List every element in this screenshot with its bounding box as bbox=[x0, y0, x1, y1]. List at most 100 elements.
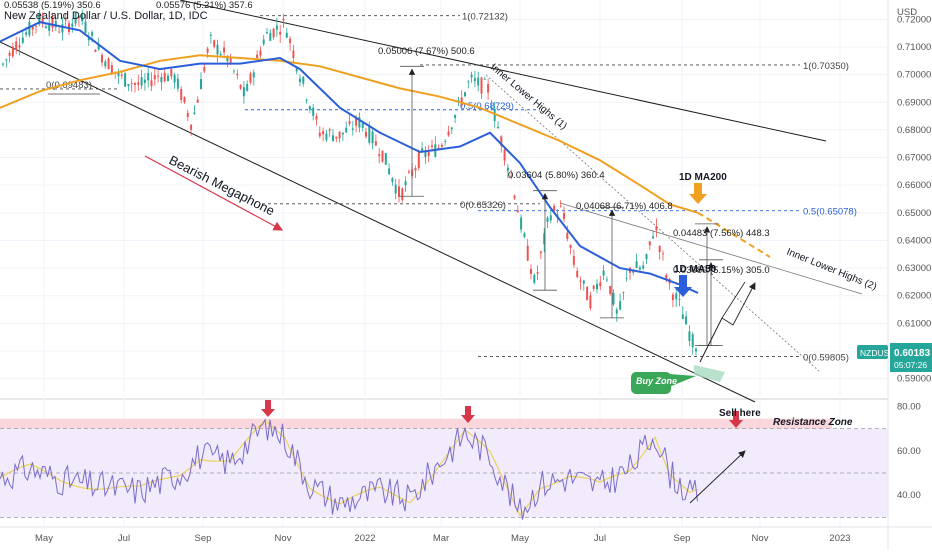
candle-body bbox=[94, 49, 97, 52]
candle-body bbox=[381, 150, 384, 162]
candle-body bbox=[84, 21, 87, 33]
time-tick-label: May bbox=[511, 533, 529, 544]
candle-body bbox=[566, 232, 569, 239]
price-tick-label: 0.68000 bbox=[897, 125, 931, 136]
price-tick-label: 0.71000 bbox=[897, 42, 931, 53]
time-tick-label: Mar bbox=[433, 533, 449, 544]
candle-body bbox=[533, 274, 536, 283]
candle-body bbox=[209, 34, 212, 36]
candle-body bbox=[54, 20, 57, 28]
candle-body bbox=[236, 73, 239, 76]
candle-body bbox=[61, 24, 64, 33]
candle-body bbox=[520, 217, 523, 230]
candle-body bbox=[549, 215, 552, 221]
time-tick-label: Nov bbox=[275, 533, 292, 544]
candle-body bbox=[619, 301, 622, 310]
last-price-symbol-box bbox=[857, 345, 888, 359]
rsi-tick-label: 40.00 bbox=[897, 490, 921, 501]
move-label: 0.05006 (7.67%) 500.6 bbox=[378, 46, 475, 57]
last-price-tag[interactable]: NZDUSD 0.60183 05:07:26 bbox=[857, 343, 932, 372]
candle-body bbox=[176, 78, 179, 89]
candle-body bbox=[295, 67, 298, 72]
megaphone-lower-line bbox=[0, 41, 756, 403]
candle-body bbox=[120, 74, 123, 76]
move-label: 0.04483 (7.56%) 448.3 bbox=[673, 228, 770, 239]
candle-body bbox=[579, 280, 582, 282]
candle-body bbox=[665, 275, 668, 279]
candle-body bbox=[219, 53, 222, 56]
candle-body bbox=[328, 129, 331, 131]
candle-body bbox=[543, 233, 546, 245]
sell-here-label: Sell here bbox=[719, 408, 761, 419]
candle-body bbox=[272, 28, 275, 38]
fib-level-label: 0(0.59805) bbox=[803, 352, 849, 363]
candle-body bbox=[127, 84, 130, 87]
axes: 0.72000 0.71000 0.70000 0.69000 0.68000 0.670… bbox=[35, 14, 931, 544]
candle-body bbox=[582, 280, 585, 284]
candle-body bbox=[447, 131, 450, 136]
candle-body bbox=[431, 145, 433, 147]
move-label: 0.03604 (5.80%) 360.4 bbox=[508, 170, 605, 181]
price-tick-label: 0.63000 bbox=[897, 263, 931, 274]
candle-body bbox=[285, 32, 288, 38]
candle-body bbox=[2, 63, 4, 65]
last-price-symbol: NZDUSD bbox=[860, 348, 895, 358]
candle-body bbox=[180, 89, 183, 100]
candle-body bbox=[368, 126, 371, 143]
rsi-projection-arrow bbox=[689, 450, 746, 504]
candle-body bbox=[302, 76, 305, 84]
candle-body bbox=[437, 147, 440, 149]
price-tick-label: 0.62000 bbox=[897, 291, 931, 302]
candle-body bbox=[325, 133, 328, 141]
resistance-zone-band bbox=[0, 418, 832, 429]
candle-body bbox=[318, 132, 321, 137]
candle-body bbox=[391, 177, 394, 182]
symbol-title: New Zealand Dollar / U.S. Dollar, 1D, ID… bbox=[4, 10, 208, 22]
projection-branch bbox=[699, 281, 746, 363]
time-tick-label: May bbox=[35, 533, 53, 544]
candle-body bbox=[467, 81, 470, 83]
move-label: 0.04068 (6.71%) 406.8 bbox=[576, 201, 673, 212]
price-tick-label: 0.67000 bbox=[897, 153, 931, 164]
candle-body bbox=[625, 278, 628, 279]
time-tick-label: 2023 bbox=[829, 533, 850, 544]
fib-level-label: 0.5(0.68729) bbox=[460, 101, 514, 112]
candle-body bbox=[345, 127, 348, 133]
candle-body bbox=[147, 73, 150, 81]
time-tick-label: Jul bbox=[594, 533, 606, 544]
candle-body bbox=[602, 270, 605, 276]
candle-body bbox=[487, 84, 490, 93]
fib-level-label: 1(0.70350) bbox=[803, 61, 849, 72]
candle-body bbox=[335, 136, 338, 139]
candle-body bbox=[407, 171, 410, 173]
candle-body bbox=[516, 210, 519, 213]
candle-body bbox=[500, 136, 503, 146]
candle-body bbox=[239, 84, 242, 89]
candle-body bbox=[183, 97, 186, 103]
candle-body bbox=[279, 31, 282, 35]
candle-body bbox=[143, 79, 146, 84]
candle-body bbox=[262, 39, 265, 45]
price-pane bbox=[0, 0, 888, 398]
candle-body bbox=[153, 74, 156, 80]
candle-body bbox=[8, 52, 11, 56]
candle-body bbox=[536, 272, 539, 274]
candle-body bbox=[638, 267, 641, 270]
price-tick-label: 0.59000 bbox=[897, 374, 931, 385]
candle-body bbox=[645, 254, 648, 260]
candle-body bbox=[81, 14, 84, 22]
candle-body bbox=[74, 12, 77, 24]
candle-body bbox=[15, 41, 18, 50]
resistance-zone-label: Resistance Zone bbox=[773, 417, 853, 428]
candle-body bbox=[510, 175, 513, 177]
candle-body bbox=[289, 38, 292, 44]
candle-body bbox=[691, 334, 694, 348]
candle-body bbox=[48, 24, 51, 31]
candle-body bbox=[648, 241, 651, 246]
candle-body bbox=[635, 261, 638, 268]
candle-body bbox=[681, 314, 684, 319]
candle-body bbox=[134, 83, 136, 85]
candle-body bbox=[170, 69, 173, 77]
candle-body bbox=[671, 294, 674, 301]
